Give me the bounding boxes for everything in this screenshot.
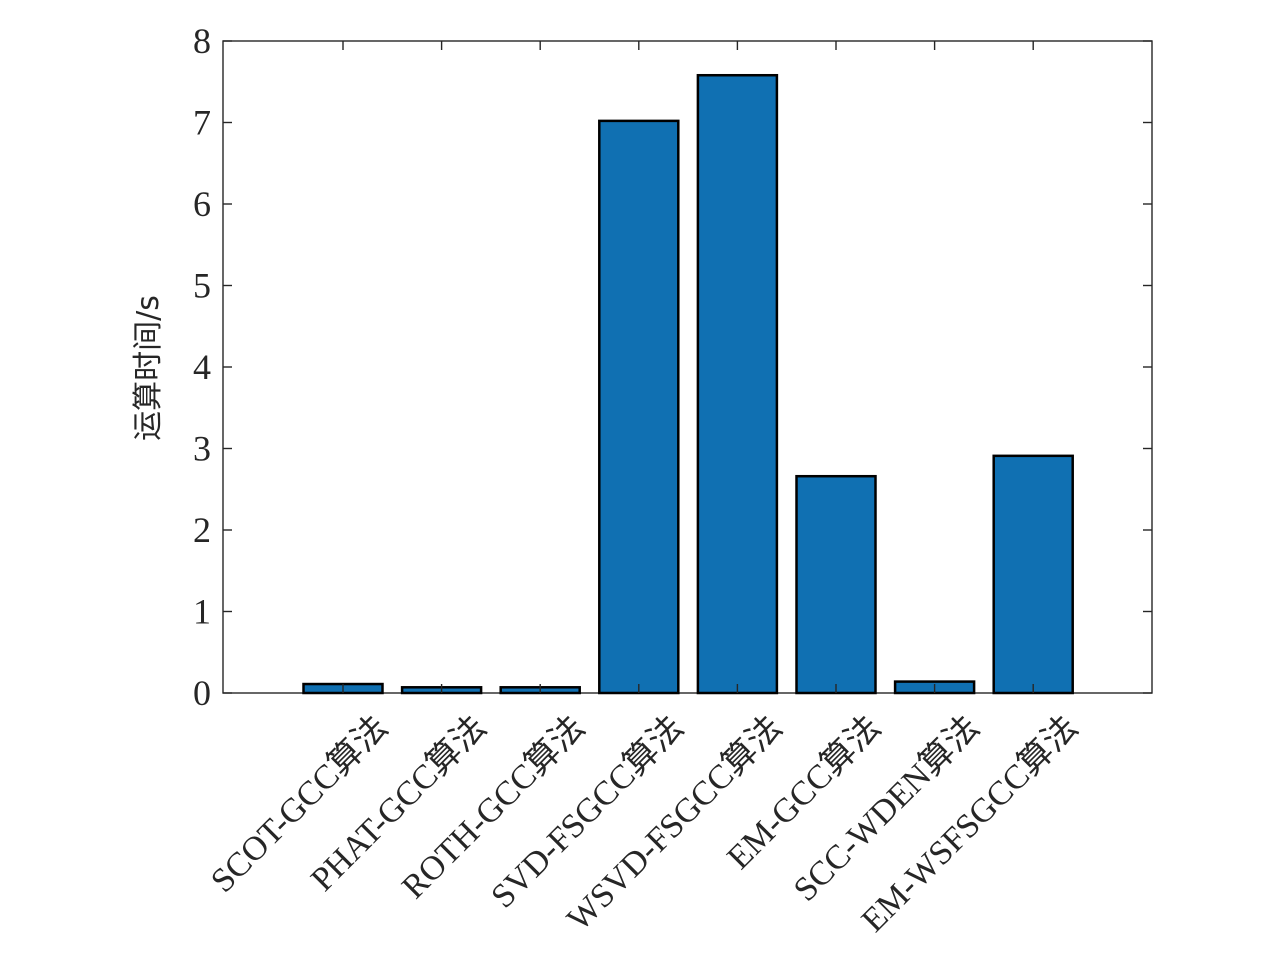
y-tick-label: 3 [193, 429, 211, 469]
y-tick-label: 7 [193, 103, 211, 143]
bar [696, 73, 779, 695]
y-tick-label: 4 [193, 347, 211, 387]
y-tick-label: 5 [193, 266, 211, 306]
y-tick-label: 1 [193, 592, 211, 632]
y-tick-label: 8 [193, 21, 211, 61]
x-category-label: SCOT-GCC算法 [203, 708, 395, 900]
y-tick-label: 0 [193, 673, 211, 713]
y-axis-ticks: 0 1 2 3 4 5 6 7 8 [193, 21, 1152, 713]
x-category-label: ROTH-GCC算法 [394, 708, 592, 906]
bar [992, 454, 1074, 695]
x-category-label: PHAT-GCC算法 [303, 708, 493, 898]
y-tick-label: 2 [193, 510, 211, 550]
bars [302, 73, 1074, 695]
x-category-label: SCC-WDEN算法 [786, 708, 987, 909]
y-tick-label: 6 [193, 184, 211, 224]
bar [795, 474, 877, 695]
bar [598, 119, 680, 695]
y-axis-title: 运算时间/s [131, 295, 166, 441]
